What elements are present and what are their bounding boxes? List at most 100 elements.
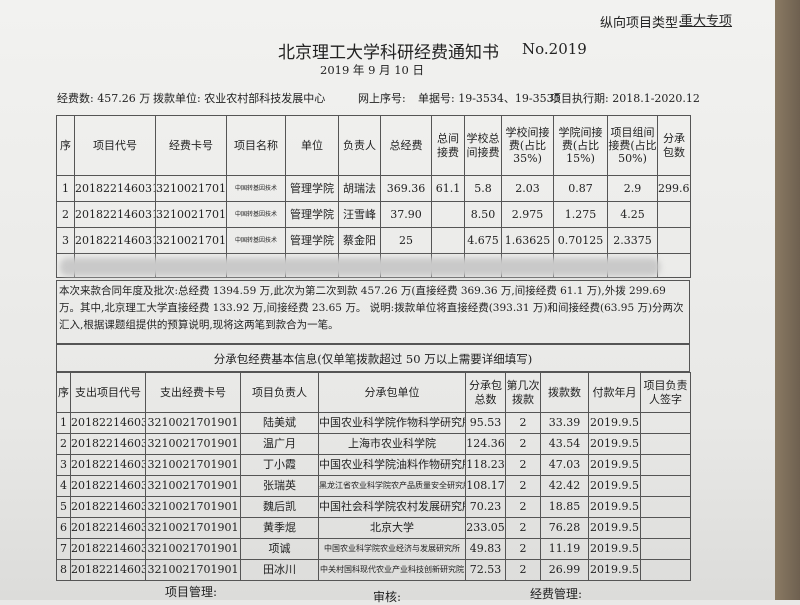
table-cell: 中国农业科学院油料作物研究所 <box>318 454 466 476</box>
table-cell: 49.83 <box>465 538 506 560</box>
payer: 拨款单位: 农业农村部科技发展中心 <box>153 92 326 105</box>
table-cell <box>640 496 691 518</box>
table-cell: 2019.9.5 <box>588 433 641 455</box>
table-cell <box>640 412 691 434</box>
table-cell: 3210021701901 <box>145 475 241 497</box>
table-cell: 201822146031 <box>70 454 146 476</box>
header-cell: 项目组间接费(占比 50%) <box>607 115 658 176</box>
table-cell <box>431 201 465 228</box>
table-cell: 2 <box>505 475 541 497</box>
header-cell: 分承包单位 <box>318 372 466 413</box>
table-cell: 5.8 <box>464 175 502 202</box>
table-cell: 项诚 <box>240 538 319 560</box>
table-cell <box>640 538 691 560</box>
table-cell: 3 <box>56 227 75 254</box>
document-number: No.2019 <box>522 40 587 58</box>
table-cell: 201822146031 <box>70 538 146 560</box>
table-cell <box>640 517 691 539</box>
table-cell: 3210021701901 <box>145 496 241 518</box>
table-cell: 3210021701901 <box>145 412 241 434</box>
table-row: 12018221460313210021701901陆美斌中国农业科学院作物科学… <box>56 412 691 434</box>
table-row: 32018221460313210021701901丁小霞中国农业科学院油料作物… <box>56 454 691 476</box>
table-cell: 201822146031 <box>74 227 156 254</box>
table-cell: 2019.9.5 <box>588 496 641 518</box>
header-cell: 项目负责人 <box>240 372 319 413</box>
table-cell: 37.90 <box>380 201 432 228</box>
table-cell: 陆美斌 <box>240 412 319 434</box>
table-cell: 1 <box>56 175 75 202</box>
table-cell: 4.25 <box>607 201 658 228</box>
header-cell: 序 <box>56 115 75 176</box>
table-cell: 3 <box>56 454 71 476</box>
table-cell: 42.42 <box>540 475 589 497</box>
receipt-number: 单据号: 19-3534、19-3535 <box>418 92 561 105</box>
table-cell: 汪雪峰 <box>338 201 381 228</box>
table-row: 22018221460313210021701901温广月上海市农业科学院124… <box>56 433 691 455</box>
table-cell: 3210021701901 <box>145 454 241 476</box>
table-cell: 管理学院 <box>285 175 339 202</box>
table-cell: 8.50 <box>464 201 502 228</box>
table-cell: 72.53 <box>465 559 506 581</box>
table-cell: 201822146031 <box>70 433 146 455</box>
table-row: 72018221460313210021701901项诚中国农业科学院农业经济与… <box>56 538 691 560</box>
header-cell: 付款年月 <box>588 372 641 413</box>
table-cell: 温广月 <box>240 433 319 455</box>
header-cell: 负责人 <box>338 115 381 176</box>
table-row: 62018221460313210021701901黄季焜北京大学233.052… <box>56 517 691 539</box>
table-cell: 1.275 <box>553 201 608 228</box>
table-cell: 中国农业科学院农业经济与发展研究所 <box>318 538 466 560</box>
header-cell: 学院间接费(占比 15%) <box>553 115 608 176</box>
table-cell: 0.70125 <box>553 227 608 254</box>
table-cell: 中关村国科现代农业产业科技创新研究院 <box>318 559 466 581</box>
table-cell <box>657 227 691 254</box>
subcontract-title: 分承包经费基本信息(仅单笔拨款超过 50 万以上需要详细填写) <box>56 344 690 372</box>
table-cell: 北京大学 <box>318 517 466 539</box>
table-cell: 70.23 <box>465 496 506 518</box>
header-cell: 第几次拨款 <box>505 372 541 413</box>
table-cell: 2019.9.5 <box>588 559 641 581</box>
table-cell: 3210021701903 <box>155 227 227 254</box>
table-header: 序项目代号 经费卡号 项目名称 单位 负责人 总经费 总间接费 学校总间接费 学校间接费(占比 … <box>56 115 691 176</box>
header-cell: 拨款数 <box>540 372 589 413</box>
table-cell: 47.03 <box>540 454 589 476</box>
table-cell: 76.28 <box>540 517 589 539</box>
redaction-blur <box>60 258 660 276</box>
table-cell: 3210021701901 <box>145 433 241 455</box>
table-cell: 4 <box>56 475 71 497</box>
table-cell: 4.675 <box>464 227 502 254</box>
project-manager-label: 项目管理: <box>165 585 218 599</box>
table-cell: 2 <box>505 433 541 455</box>
funding-note: 本次来款合同年度及批次:总经费 1394.59 万,此次为第二次到款 457.2… <box>56 280 690 344</box>
project-type-value: 重大专项 <box>680 14 733 29</box>
project-table: 序项目代号 经费卡号 项目名称 单位 负责人 总经费 总间接费 学校总间接费 学校间接费(占比 … <box>56 115 691 278</box>
table-cell: 中国转基因技术 <box>226 175 286 202</box>
table-cell: 201822146031 <box>70 475 146 497</box>
table-cell: 2 <box>505 454 541 476</box>
table-cell: 田冰川 <box>240 559 319 581</box>
document-date: 2019 年 9 月 10 日 <box>320 63 424 77</box>
header-cell: 经费卡号 <box>155 115 227 176</box>
table-cell: 2 <box>56 433 71 455</box>
table-cell: 2019.9.5 <box>588 454 641 476</box>
table-cell: 201822146031 <box>70 412 146 434</box>
table-cell <box>431 227 465 254</box>
table-cell: 7 <box>56 538 71 560</box>
header-cell: 单位 <box>285 115 339 176</box>
table-cell <box>640 454 691 476</box>
table-cell: 中国社会科学院农村发展研究所 <box>318 496 466 518</box>
table-row: 52018221460313210021701901魏后凯中国社会科学院农村发展… <box>56 496 691 518</box>
table-cell: 2 <box>505 517 541 539</box>
table-cell: 61.1 <box>431 175 465 202</box>
table-cell <box>640 559 691 581</box>
table-cell: 201822146031 <box>70 559 146 581</box>
table-cell: 2.03 <box>501 175 554 202</box>
table-cell: 中国转基因技术 <box>226 201 286 228</box>
table-cell: 2 <box>56 201 75 228</box>
header-cell: 项目名称 <box>226 115 286 176</box>
table-cell: 3210021701902 <box>155 201 227 228</box>
table-cell: 18.85 <box>540 496 589 518</box>
table-cell: 95.53 <box>465 412 506 434</box>
table-row: 82018221460313210021701901田冰川中关村国科现代农业产业… <box>56 559 691 581</box>
table-cell: 233.05 <box>465 517 506 539</box>
table-cell: 369.36 <box>380 175 432 202</box>
